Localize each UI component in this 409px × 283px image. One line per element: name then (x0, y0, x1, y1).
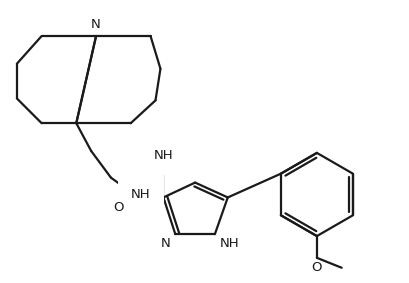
Text: NH: NH (130, 188, 150, 201)
Text: O: O (113, 201, 124, 214)
Text: NH: NH (219, 237, 239, 250)
Text: O: O (311, 261, 321, 274)
Text: NH: NH (153, 149, 173, 162)
Text: N: N (160, 237, 170, 250)
Text: N: N (91, 18, 101, 31)
